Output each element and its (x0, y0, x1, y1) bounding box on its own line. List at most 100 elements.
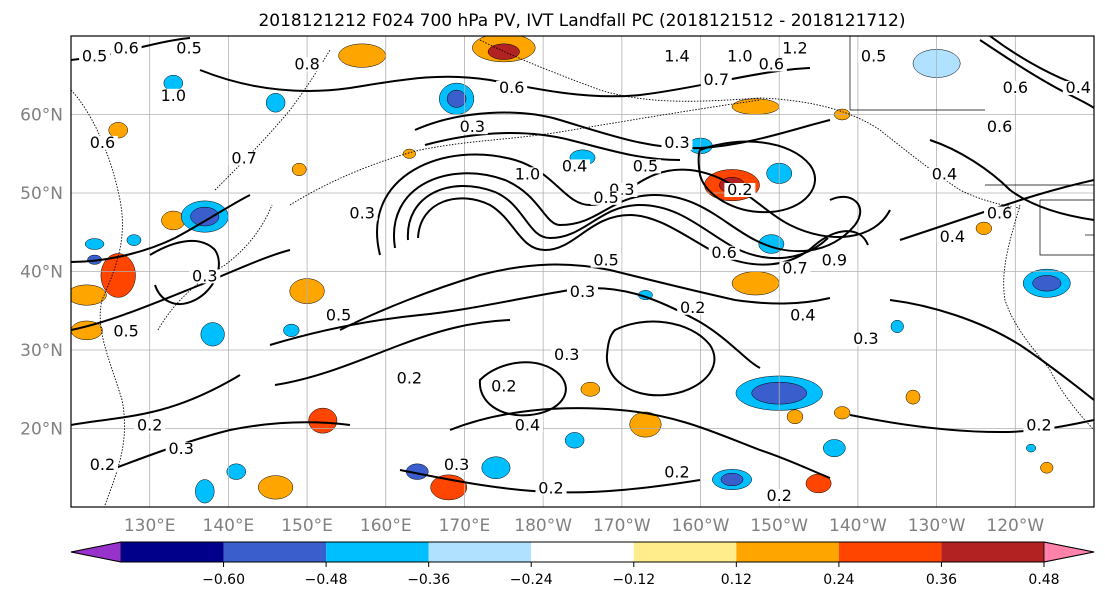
contour-label: 0.8 (294, 54, 319, 73)
colorbar-tick-label: −0.36 (407, 572, 450, 588)
contour-label-bg (999, 80, 1031, 95)
contour-label: 0.5 (113, 321, 138, 340)
ivt-pc-patch (100, 253, 136, 298)
contour-label-bg (511, 167, 543, 182)
ivt-pc-patch (195, 479, 215, 504)
pv-contour-0.3-south (269, 287, 761, 369)
coastline-alaska (479, 39, 1021, 209)
longitude-labels: 130°E 140°E 150°E 160°E 170°E 180°W 170°W 160°W… (124, 516, 1045, 536)
contour-label-bg (590, 253, 622, 268)
ivt-pc-patch (731, 98, 780, 115)
pv-contour-0.2-cell-c (697, 140, 816, 214)
contour-label-bg (724, 183, 756, 197)
contour-label-bg (488, 379, 520, 394)
ivt-pc-patch (308, 407, 338, 434)
contour-label-bg (763, 489, 795, 504)
contour-label: 0.2 (767, 486, 792, 505)
contour-label: 0.5 (593, 251, 618, 270)
contour-label-bg (567, 285, 598, 300)
pv-contour-0.2-east (849, 414, 1094, 434)
contour-label: 0.5 (326, 306, 351, 325)
contour-label: 0.3 (853, 329, 878, 348)
contour-label: 0.3 (554, 345, 579, 364)
contour-label: 0.5 (176, 39, 201, 58)
colorbar-segment (633, 542, 737, 562)
ivt-pc-patch (126, 234, 142, 246)
colorbar-tick-label: −0.12 (612, 572, 655, 588)
pv-contour-0.2-cell-a (605, 320, 716, 397)
pv-contour-0.3-north (414, 111, 831, 150)
longitude-label: 140°E (203, 516, 255, 536)
contour-label-bg (291, 57, 323, 72)
contour-label: 0.2 (137, 416, 162, 435)
contour-label: 0.3 (349, 204, 374, 223)
pv-contour-0.4-ring (449, 407, 831, 479)
longitude-label: 160°E (360, 516, 412, 536)
ivt-pc-patch (108, 122, 128, 139)
pv-contour-0.3-lower-left (109, 421, 351, 471)
latitude-label: 30°N (20, 341, 63, 361)
longitude-label: 140°W (829, 516, 887, 536)
contour-label-bg (984, 120, 1016, 135)
map-title: 2018121212 F024 700 hPa PV, IVT Landfall… (258, 11, 905, 31)
ivt-pc-patch (291, 162, 307, 176)
contour-label: 0.6 (987, 117, 1012, 136)
contour-label: 0.3 (192, 266, 217, 285)
longitude-label: 150°W (750, 516, 808, 536)
colorbar-segment (428, 542, 532, 562)
contour-label: 0.6 (759, 54, 784, 73)
latitude-label: 20°N (20, 420, 63, 440)
ivt-pc-patch (258, 475, 294, 500)
ivt-pc-patch (226, 463, 246, 480)
ivt-pc-patch (402, 148, 416, 159)
colorbar-tick-label: −0.60 (202, 572, 245, 588)
contour-label: 0.6 (499, 78, 524, 97)
ivt-pc-patch (1032, 275, 1062, 292)
contour-label: 0.3 (664, 133, 689, 152)
contour-label-bg (110, 324, 142, 339)
contour-label: 0.6 (113, 39, 138, 58)
contour-label-bg (551, 347, 583, 362)
colorbar-tick-label: −0.24 (510, 572, 553, 588)
colorbar-tick-label: −0.48 (305, 572, 348, 588)
contour-label-bg (677, 300, 709, 315)
colorbar-segment (121, 542, 224, 562)
contour-label-bg (456, 120, 488, 135)
contour-label-bg (79, 49, 111, 64)
colorbar-tick-label: 0.24 (823, 572, 854, 588)
contour-label-bg (779, 261, 811, 276)
contour-label: 0.4 (515, 416, 540, 435)
longitude-label: 130°W (908, 516, 966, 536)
colorbar-tick-label: 0.12 (721, 572, 752, 588)
pv-contour-0.5-jet (392, 172, 862, 253)
map-frame (70, 35, 1095, 508)
colorbar-segment (941, 542, 1044, 562)
pv-contour-0.2-low (274, 319, 511, 386)
contour-label: 0.3 (570, 282, 595, 301)
ivt-pc-patch (71, 320, 103, 341)
contour-label-bg (724, 49, 756, 64)
contour-label: 0.7 (782, 259, 807, 278)
contour-label: 0.5 (593, 188, 618, 207)
ivt-pc-patch (720, 472, 744, 487)
colorbar-tick-label: 0.36 (926, 572, 957, 588)
pv-contour-0.3-cell-b (478, 361, 567, 417)
ivt-pc-patch (487, 43, 520, 60)
contour-label-bg (157, 88, 189, 103)
ivt-pc-patch (283, 323, 300, 337)
contour-label: 0.6 (987, 204, 1012, 223)
contour-label-bg (700, 73, 732, 88)
ivt-pc-patch (905, 389, 921, 405)
ivt-pc-patch (834, 406, 851, 420)
longitude-label: 170°E (439, 516, 491, 536)
contour-label-bg (228, 151, 260, 166)
contour-label: 0.2 (491, 376, 516, 395)
contour-label-bg (393, 371, 425, 386)
contour-label-bg (441, 457, 473, 472)
contour-label-bg (1023, 418, 1055, 433)
contour-label-bg (818, 253, 850, 268)
pv-contour-upper-right-2 (989, 36, 1071, 83)
contour-label: 0.5 (633, 156, 658, 175)
contour-label-bg (936, 230, 968, 245)
